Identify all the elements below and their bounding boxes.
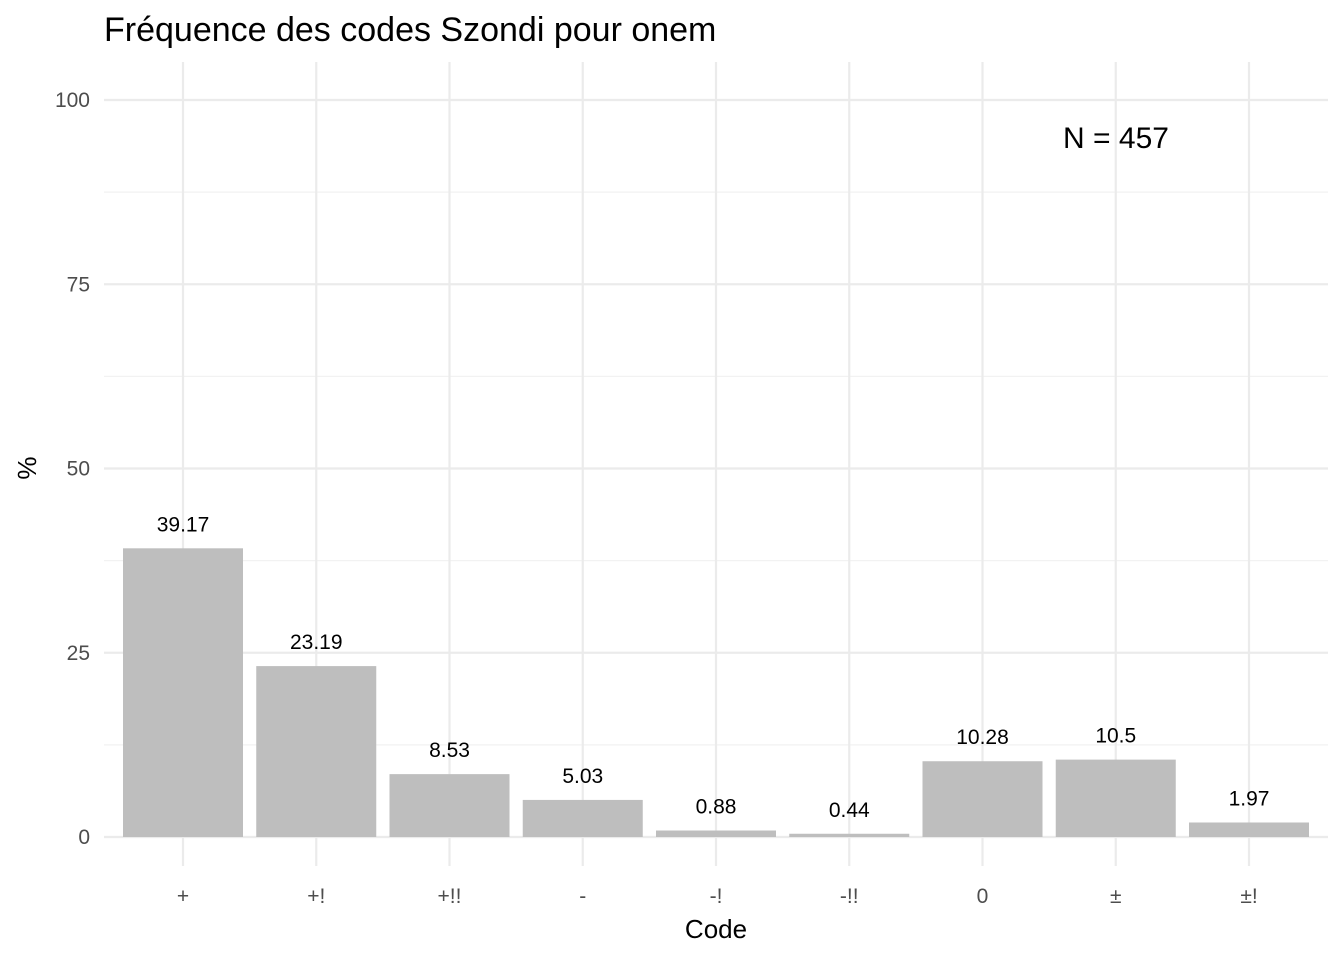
- y-axis-ticks: 0 25 50 75 100: [55, 89, 90, 849]
- x-axis-ticks: + +! +!! - -! -!! 0 ± ±!: [177, 885, 1258, 908]
- y-tick-label: 75: [67, 273, 90, 296]
- bar: [1189, 822, 1309, 837]
- bar-value-label: 5.03: [562, 765, 603, 788]
- sample-size-annotation: N = 457: [1063, 122, 1169, 155]
- bar-value-label: 0.88: [696, 796, 737, 819]
- bar-value-label: 23.19: [290, 631, 343, 654]
- x-tick-label: ±!: [1240, 885, 1257, 908]
- x-tick-label: -: [579, 885, 586, 908]
- bars: [123, 548, 1309, 837]
- x-tick-label: +!: [307, 885, 325, 908]
- x-tick-label: -!!: [840, 885, 859, 908]
- y-axis-title: %: [12, 456, 42, 479]
- x-axis-title: Code: [685, 914, 747, 944]
- bar-value-label: 0.44: [829, 799, 870, 822]
- x-tick-label: 0: [977, 885, 989, 908]
- bar: [123, 548, 243, 837]
- bar: [789, 833, 910, 837]
- y-tick-label: 50: [67, 458, 90, 481]
- y-tick-label: 25: [67, 642, 90, 665]
- x-tick-label: ±: [1110, 885, 1122, 908]
- x-tick-label: -!: [710, 885, 723, 908]
- bar-value-label: 10.28: [956, 726, 1009, 749]
- bar: [389, 774, 510, 837]
- bar-value-label: 8.53: [429, 739, 470, 762]
- bar-value-label: 39.17: [157, 513, 210, 536]
- bar: [1055, 759, 1176, 837]
- bar: [922, 761, 1043, 837]
- x-tick-label: +!!: [438, 885, 462, 908]
- x-tick-label: +: [177, 885, 189, 908]
- bar: [256, 666, 377, 837]
- y-tick-label: 0: [78, 826, 90, 849]
- y-tick-label: 100: [55, 89, 90, 112]
- chart-title: Fréquence des codes Szondi pour onem: [104, 11, 716, 49]
- bar: [656, 830, 776, 837]
- bar-value-label: 10.5: [1095, 725, 1136, 748]
- bar-labels: 39.17 23.19 8.53 5.03 0.88 0.44 10.28 10.5 1.97: [157, 513, 1270, 821]
- bar-value-label: 1.97: [1229, 787, 1270, 810]
- bar: [522, 799, 643, 837]
